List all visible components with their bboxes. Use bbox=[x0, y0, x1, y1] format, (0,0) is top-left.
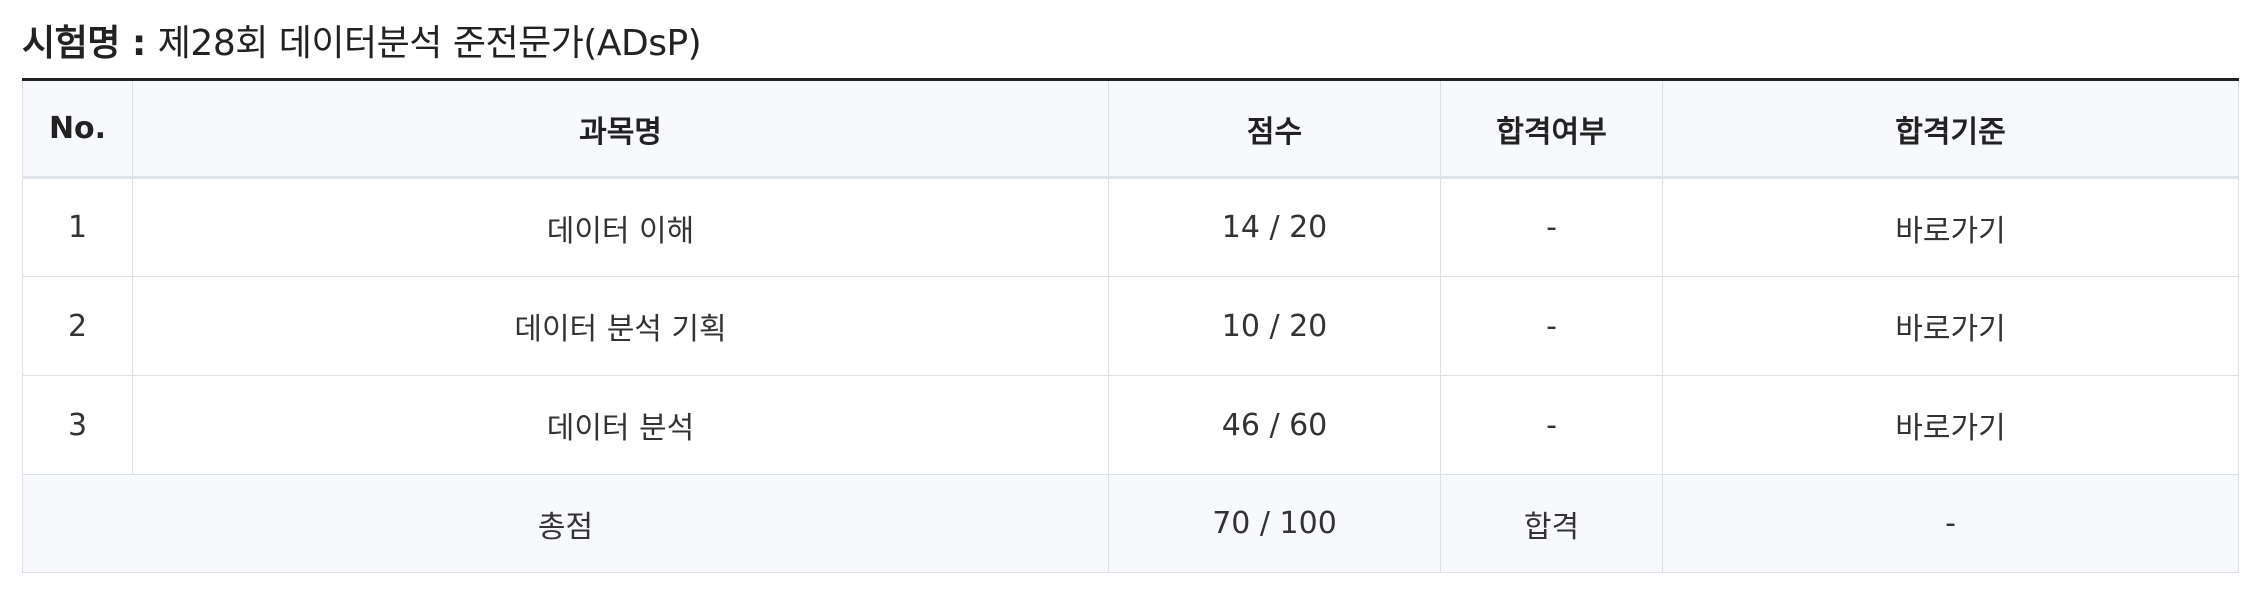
table-row: 1 데이터 이해 14 / 20 - 바로가기 bbox=[22, 177, 2239, 277]
exam-title-label: 시험명 : bbox=[22, 23, 146, 64]
header-pass-criteria: 합격기준 bbox=[1662, 79, 2239, 179]
total-pass-criteria: - bbox=[1662, 474, 2239, 573]
total-row: 총점 70 / 100 합격 - bbox=[22, 474, 2239, 573]
table-header-row: No. 과목명 점수 합격여부 합격기준 bbox=[22, 79, 2239, 179]
total-label: 총점 bbox=[22, 474, 1109, 573]
row-no: 1 bbox=[22, 177, 133, 277]
table-row: 2 데이터 분석 기획 10 / 20 - 바로가기 bbox=[22, 276, 2239, 376]
header-subject: 과목명 bbox=[132, 79, 1109, 179]
pass-criteria-link[interactable]: 바로가기 bbox=[1662, 177, 2239, 277]
row-subject: 데이터 분석 기획 bbox=[132, 276, 1109, 376]
total-score: 70 / 100 bbox=[1108, 474, 1441, 573]
header-score: 점수 bbox=[1108, 79, 1441, 179]
row-pass-status: - bbox=[1440, 177, 1663, 277]
header-no: No. bbox=[22, 79, 133, 179]
table-row: 3 데이터 분석 46 / 60 - 바로가기 bbox=[22, 375, 2239, 475]
pass-criteria-link[interactable]: 바로가기 bbox=[1662, 276, 2239, 376]
pass-criteria-link[interactable]: 바로가기 bbox=[1662, 375, 2239, 475]
header-pass-status: 합격여부 bbox=[1440, 79, 1663, 179]
row-score: 10 / 20 bbox=[1108, 276, 1441, 376]
row-no: 3 bbox=[22, 375, 133, 475]
results-table: No. 과목명 점수 합격여부 합격기준 1 데이터 이해 14 / 20 - … bbox=[22, 78, 2239, 573]
total-pass-status: 합격 bbox=[1440, 474, 1663, 573]
exam-title: 시험명 : 제28회 데이터분석 준전문가(ADsP) bbox=[22, 14, 702, 66]
row-score: 46 / 60 bbox=[1108, 375, 1441, 475]
exam-name: 제28회 데이터분석 준전문가(ADsP) bbox=[157, 23, 702, 64]
row-pass-status: - bbox=[1440, 276, 1663, 376]
row-pass-status: - bbox=[1440, 375, 1663, 475]
row-score: 14 / 20 bbox=[1108, 177, 1441, 277]
row-no: 2 bbox=[22, 276, 133, 376]
row-subject: 데이터 이해 bbox=[132, 177, 1109, 277]
row-subject: 데이터 분석 bbox=[132, 375, 1109, 475]
